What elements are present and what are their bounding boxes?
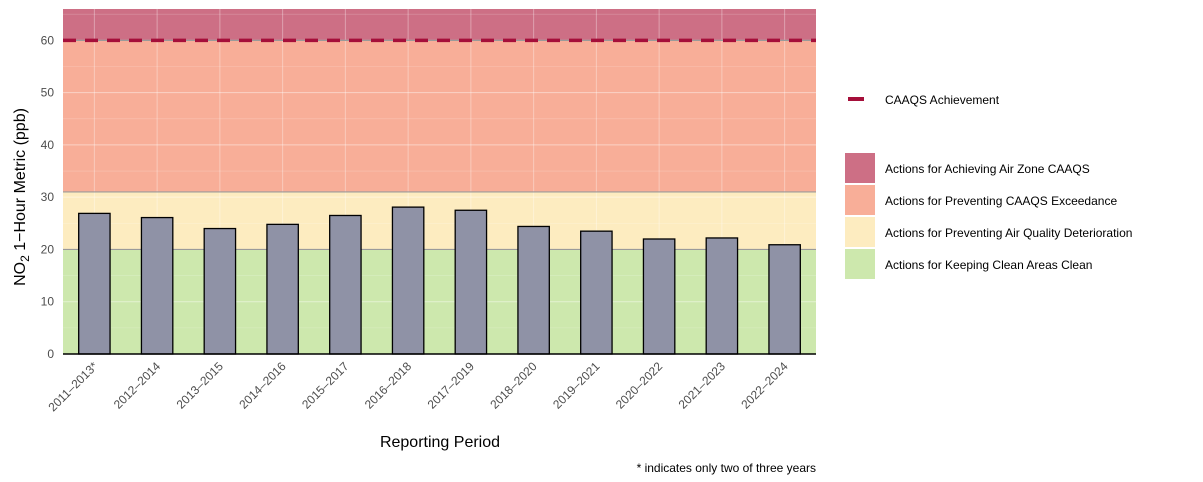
legend-band-key xyxy=(845,217,875,247)
legend-band-label: Actions for Keeping Clean Areas Clean xyxy=(885,258,1092,272)
bar-2021–2023 xyxy=(705,237,739,355)
footnote: * indicates only two of three years xyxy=(637,461,816,475)
x-tick-label: 2016–2018 xyxy=(362,359,415,412)
bar-2016–2018 xyxy=(391,206,425,355)
band-2 xyxy=(63,40,816,192)
y-tick-labels: 0 10 20 30 40 50 60 xyxy=(41,33,55,361)
legend-band-label: Actions for Achieving Air Zone CAAQS xyxy=(885,162,1090,176)
legend-threshold-label: CAAQS Achievement xyxy=(885,93,1000,107)
x-axis-title: Reporting Period xyxy=(380,434,500,451)
legend-band-label: Actions for Preventing Air Quality Deter… xyxy=(885,226,1132,240)
management-bands xyxy=(63,9,816,354)
legend-band-key xyxy=(845,249,875,279)
y-tick-label: 50 xyxy=(41,86,55,100)
bar-2015–2017 xyxy=(329,214,362,355)
y-tick-label: 30 xyxy=(41,190,55,204)
y-axis-title-rest: 1−Hour Metric (ppb) xyxy=(12,108,29,255)
bars xyxy=(78,206,801,355)
band-0 xyxy=(63,249,816,354)
bar-2013–2015 xyxy=(203,227,237,355)
band-1 xyxy=(63,191,816,250)
bar-2012–2014 xyxy=(140,216,174,355)
x-tick-label: 2017–2019 xyxy=(425,359,478,412)
x-tick-label: 2022–2024 xyxy=(738,359,791,412)
y-tick-label: 60 xyxy=(41,33,55,47)
y-tick-label: 10 xyxy=(41,295,55,309)
bar-2020–2022 xyxy=(642,238,676,355)
bar-2011–2013* xyxy=(78,212,111,355)
x-tick-label: 2011–2013* xyxy=(45,359,100,414)
x-tick-label: 2014–2016 xyxy=(236,359,289,412)
legend-band-key xyxy=(845,185,875,215)
x-tick-label: 2015–2017 xyxy=(299,359,352,412)
y-tick-label: 40 xyxy=(41,138,55,152)
y-axis-title-main: NO xyxy=(12,262,29,286)
y-tick-label: 20 xyxy=(41,242,55,256)
bar-2014–2016 xyxy=(266,223,299,355)
legend-threshold-key xyxy=(848,97,864,101)
bar-2017–2019 xyxy=(454,209,488,355)
y-axis-title: NO2 1−Hour Metric (ppb) xyxy=(12,108,32,286)
x-tick-label: 2021–2023 xyxy=(676,359,729,412)
legend-band-key xyxy=(845,153,875,183)
x-tick-label: 2019–2021 xyxy=(550,359,603,412)
band-3 xyxy=(63,9,816,41)
x-tick-label: 2018–2020 xyxy=(487,359,540,412)
x-tick-label: 2012–2014 xyxy=(111,359,164,412)
bar-2018–2020 xyxy=(517,225,550,355)
legend-band-label: Actions for Preventing CAAQS Exceedance xyxy=(885,194,1117,208)
y-axis-title-subscript: 2 xyxy=(18,255,32,262)
y-tick-label: 0 xyxy=(47,347,54,361)
x-tick-label: 2020–2022 xyxy=(613,359,666,412)
legend: CAAQS Achievement Actions for Achieving A… xyxy=(845,93,1132,279)
bar-2022–2024 xyxy=(768,244,801,355)
bar-2019–2021 xyxy=(580,230,613,355)
x-tick-label: 2013–2015 xyxy=(174,359,227,412)
x-tick-labels: 2011–2013* 2012–2014 2013–2015 2014–2016 201… xyxy=(45,359,791,414)
